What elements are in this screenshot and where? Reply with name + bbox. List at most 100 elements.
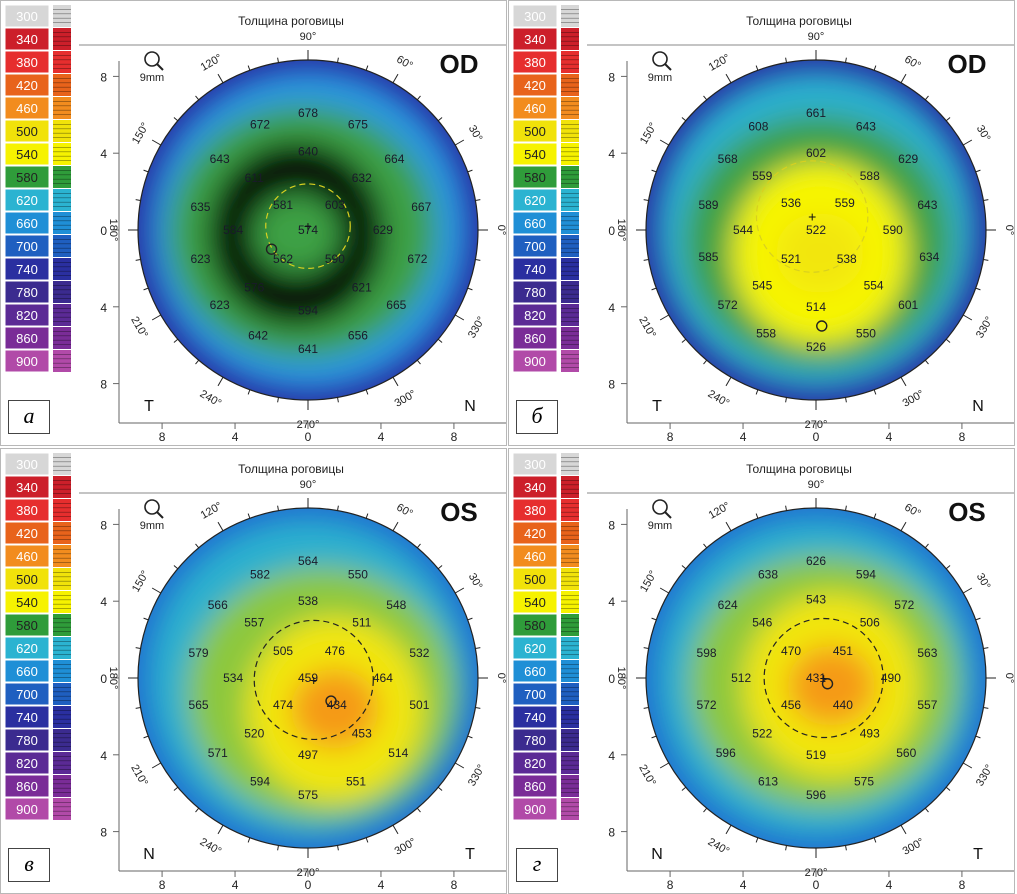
degree-tick [975,735,981,739]
thickness-map [646,60,986,400]
legend-value: 340 [16,480,38,495]
header-title: Толщина роговицы [238,462,344,476]
degree-tick [217,376,224,387]
legend-value: 460 [16,101,38,116]
legend-value: 740 [16,710,38,725]
legend-value: 300 [16,9,38,24]
angle-label: 240° [198,388,224,410]
angle-label: 150° [130,121,152,147]
angle-label: 120° [707,500,733,522]
thickness-reading: 511 [352,615,371,629]
angle-label: 330° [466,763,488,789]
legend-bar [561,706,579,728]
panel-svg: 300 340 380 420 460 500 540 580 620 660 700 740 780 8… [4,452,507,892]
legend-value: 660 [524,216,546,231]
angle-label: 270° [805,867,828,879]
legend-value: 860 [16,779,38,794]
legend-swatch [512,188,558,212]
legend-bar [561,637,579,659]
legend-swatch [4,751,50,775]
thickness-reading: 568 [718,152,738,166]
legend-bar [561,304,579,326]
degree-tick [467,169,473,173]
degree-tick [681,338,687,343]
degree-tick [195,95,200,101]
degree-tick [143,735,149,739]
legend-value: 380 [524,55,546,70]
degree-tick [924,807,929,813]
y-tick-label: 4 [100,147,107,161]
legend-value: 460 [16,549,38,564]
legend-swatch [4,50,50,74]
degree-tick [195,807,200,813]
x-tick-label: 0 [813,430,820,444]
legend-value: 340 [524,480,546,495]
legend-value: 620 [16,193,38,208]
thickness-reading: 464 [373,671,393,685]
degree-tick [755,389,759,395]
thickness-reading: 678 [298,106,318,120]
legend-value: 740 [16,262,38,277]
thickness-reading: 545 [752,279,772,293]
degree-tick [873,389,877,395]
legend-swatch [512,4,558,28]
thickness-reading: 474 [273,698,293,712]
legend-swatch [4,234,50,258]
angle-label: 120° [199,500,225,522]
angle-label: 0° [495,673,507,684]
degree-tick [365,513,369,519]
thickness-reading: 640 [298,144,318,158]
angle-label: 90° [808,479,825,491]
thickness-reading: 559 [752,169,772,183]
angle-label: 210° [128,315,150,341]
degree-tick [651,617,657,621]
legend-bar [53,775,71,797]
legend-bar [53,729,71,751]
thickness-reading: 594 [856,567,876,581]
thickness-reading: 514 [806,300,826,314]
legend-swatch [4,165,50,189]
thickness-reading: 611 [245,171,264,185]
thickness-reading: 431 [806,671,826,685]
degree-tick [454,314,465,321]
thickness-reading: 582 [250,567,270,581]
legend-bar [53,281,71,303]
header-title: Толщина роговицы [746,462,852,476]
magnifier-icon [652,51,672,71]
angle-label: 180° [107,667,119,690]
angle-label: 330° [974,315,996,341]
degree-tick [924,543,929,549]
legend-swatch [4,303,50,327]
degree-tick [217,521,224,532]
x-tick-label: 4 [378,430,385,444]
angle-label: 270° [297,867,320,879]
x-tick-label: 4 [740,878,747,892]
degree-tick [277,397,279,403]
degree-tick [247,837,251,843]
eye-label: OS [948,497,986,527]
degree-tick [337,397,339,403]
legend-bar [53,453,71,475]
legend-bar [561,97,579,119]
degree-tick [725,824,732,835]
thickness-reading: 505 [273,644,293,658]
y-tick-label: 0 [100,224,107,238]
degree-tick [900,376,907,387]
x-tick-label: 4 [232,430,239,444]
legend-bar [53,28,71,50]
degree-tick [703,95,708,101]
angle-label: 240° [198,836,224,858]
y-tick-label: 4 [100,749,107,763]
degree-tick [945,117,951,122]
pupil-outline [763,617,884,739]
angle-label: 120° [199,52,225,74]
degree-tick [151,587,162,594]
degree-tick [755,513,759,519]
legend-swatch [4,590,50,614]
degree-tick [962,314,973,321]
thickness-reading: 643 [917,198,937,212]
x-tick-label: 8 [667,878,674,892]
degree-tick [725,376,732,387]
degree-tick [392,376,399,387]
legend-swatch [512,119,558,143]
